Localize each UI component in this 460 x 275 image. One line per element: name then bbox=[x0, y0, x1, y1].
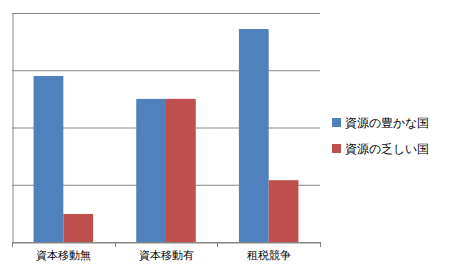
legend: 資源の豊かな国資源の乏しい国 bbox=[332, 116, 429, 156]
legend-label: 資源の乏しい国 bbox=[345, 142, 429, 156]
x-tick-label: 租税競争 bbox=[247, 249, 291, 262]
grid-line bbox=[12, 242, 320, 243]
x-tick: 資本移動有 bbox=[139, 243, 194, 263]
category-divider bbox=[115, 242, 116, 247]
x-tick-label: 資本移動無 bbox=[36, 249, 91, 262]
legend-item: 資源の乏しい国 bbox=[332, 142, 429, 156]
bar-series bbox=[34, 29, 269, 242]
chart: 資本移動無 資本移動有 租税競争 資源の豊かな国資源の乏しい国 bbox=[0, 0, 460, 275]
x-tick-label: 資本移動有 bbox=[139, 249, 194, 262]
x-tick: 資本移動無 bbox=[36, 243, 91, 263]
y-axis bbox=[12, 14, 14, 243]
bar bbox=[63, 214, 93, 242]
grid bbox=[12, 14, 320, 243]
bars bbox=[34, 29, 299, 242]
grid-line bbox=[12, 13, 320, 14]
bar-series bbox=[63, 99, 298, 242]
category-divider bbox=[12, 242, 13, 247]
x-tick: 租税競争 bbox=[247, 243, 291, 263]
legend-swatch bbox=[332, 144, 341, 153]
bar bbox=[34, 76, 64, 242]
legend-swatch bbox=[332, 118, 341, 127]
legend-label: 資源の豊かな国 bbox=[345, 116, 429, 130]
category-dividers bbox=[13, 242, 321, 247]
grid-line bbox=[12, 70, 320, 71]
category-divider bbox=[217, 242, 218, 247]
bar bbox=[136, 99, 166, 242]
legend-item: 資源の豊かな国 bbox=[332, 116, 429, 130]
bar bbox=[166, 99, 196, 242]
x-axis-line bbox=[13, 243, 321, 244]
x-axis: 資本移動無 資本移動有 租税競争 bbox=[13, 243, 321, 263]
bar bbox=[239, 29, 269, 242]
bar bbox=[269, 180, 299, 242]
y-axis-line bbox=[13, 14, 14, 243]
category-divider bbox=[320, 242, 321, 247]
